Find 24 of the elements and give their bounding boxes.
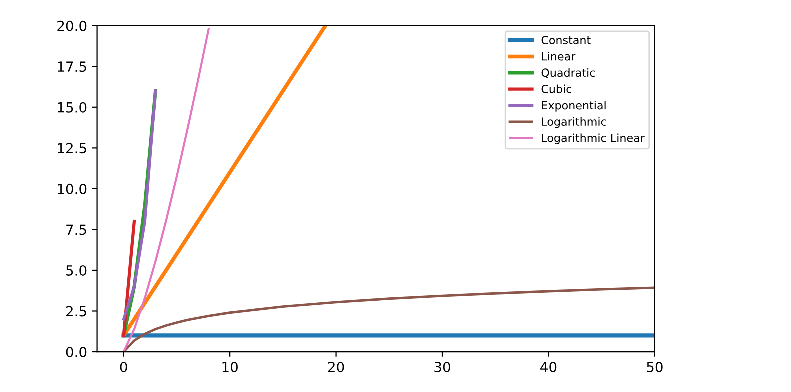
y-tick-label: 20.0 — [58, 20, 87, 32]
line-series — [122, 28, 210, 352]
x-tick-label: 50 — [647, 362, 663, 372]
legend-label: Constant — [542, 36, 591, 44]
x-tick-label: 10 — [222, 362, 238, 372]
y-tick-label: 5.0 — [66, 265, 87, 276]
y-tick-label: 10.0 — [58, 184, 87, 194]
y-tick-label: 15.0 — [58, 102, 87, 113]
y-tick-label: 0.0 — [66, 346, 87, 358]
legend-label: Cubic — [542, 84, 572, 94]
legend-label: Logarithmic Linear — [542, 134, 645, 144]
legend-label: Logarithmic — [542, 117, 606, 128]
y-tick-label: 12.5 — [58, 143, 86, 154]
x-tick-label: 30 — [434, 362, 450, 372]
legend-label: Exponential — [542, 101, 606, 112]
y-tick-label: 17.5 — [58, 62, 86, 72]
y-tick-label: 7.5 — [66, 224, 86, 236]
line-series — [122, 286, 655, 352]
x-tick-label: 40 — [540, 362, 557, 372]
y-tick-label: 2.5 — [66, 306, 86, 317]
x-tick-label: 20 — [328, 362, 344, 372]
x-tick-label: 0 — [120, 362, 128, 372]
legend-label: Linear — [542, 52, 576, 61]
legend-label: Quadratic — [542, 68, 596, 78]
